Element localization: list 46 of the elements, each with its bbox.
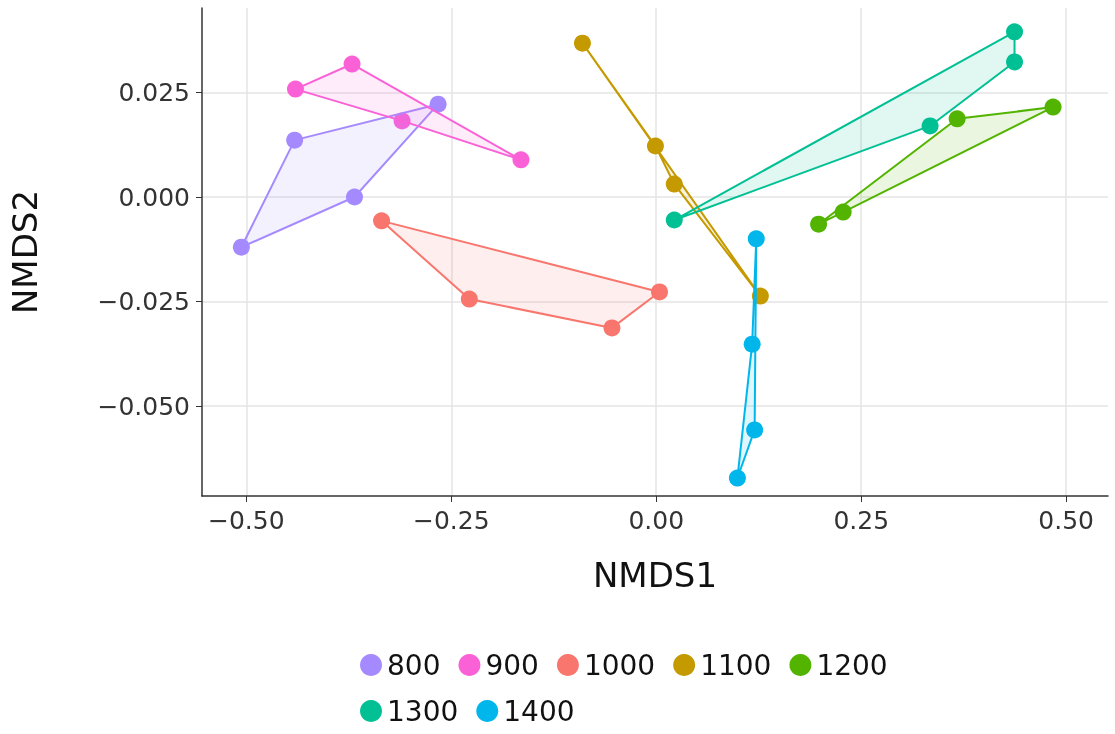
y-tick-label: 0.025 xyxy=(118,77,190,107)
point xyxy=(948,110,966,128)
point xyxy=(743,335,761,353)
y-tick-label: −0.025 xyxy=(97,287,190,317)
legend-label: 1300 xyxy=(387,694,459,728)
y-tick-label: 0.000 xyxy=(118,182,190,212)
legend-label: 1200 xyxy=(816,648,888,682)
point xyxy=(646,137,664,155)
point xyxy=(651,283,669,301)
point xyxy=(1044,98,1062,116)
point xyxy=(751,287,769,305)
point xyxy=(346,188,363,206)
point xyxy=(1006,53,1024,71)
x-tick-label: 0.25 xyxy=(833,506,890,535)
point xyxy=(834,203,852,221)
point xyxy=(728,469,746,487)
x-tick-label: 0.00 xyxy=(628,506,685,535)
x-tick-label: 0.50 xyxy=(1038,506,1095,535)
point xyxy=(429,95,447,113)
point xyxy=(747,230,765,248)
point xyxy=(286,131,304,149)
point xyxy=(343,55,361,73)
point xyxy=(393,112,411,130)
point xyxy=(232,238,250,256)
legend-label: 900 xyxy=(485,648,539,682)
x-tick-label: −0.50 xyxy=(207,506,285,535)
point xyxy=(573,34,591,52)
point xyxy=(603,319,621,337)
legend-label: 800 xyxy=(387,648,441,682)
point xyxy=(921,117,939,135)
point xyxy=(746,421,764,439)
x-axis-title: NMDS1 xyxy=(592,555,718,595)
x-tick-label: −0.25 xyxy=(412,506,490,535)
y-tick-label: −0.050 xyxy=(97,391,190,421)
point xyxy=(1006,23,1024,41)
point xyxy=(512,151,530,169)
legend-label: 1100 xyxy=(700,648,772,682)
legend-label: 1000 xyxy=(583,648,656,682)
point xyxy=(810,215,828,233)
y-axis-title: NMDS2 xyxy=(5,189,45,315)
point xyxy=(286,80,304,98)
point xyxy=(460,290,478,308)
point xyxy=(665,211,683,229)
legend-label: 1400 xyxy=(503,694,575,728)
point xyxy=(373,212,391,230)
point xyxy=(665,175,683,193)
